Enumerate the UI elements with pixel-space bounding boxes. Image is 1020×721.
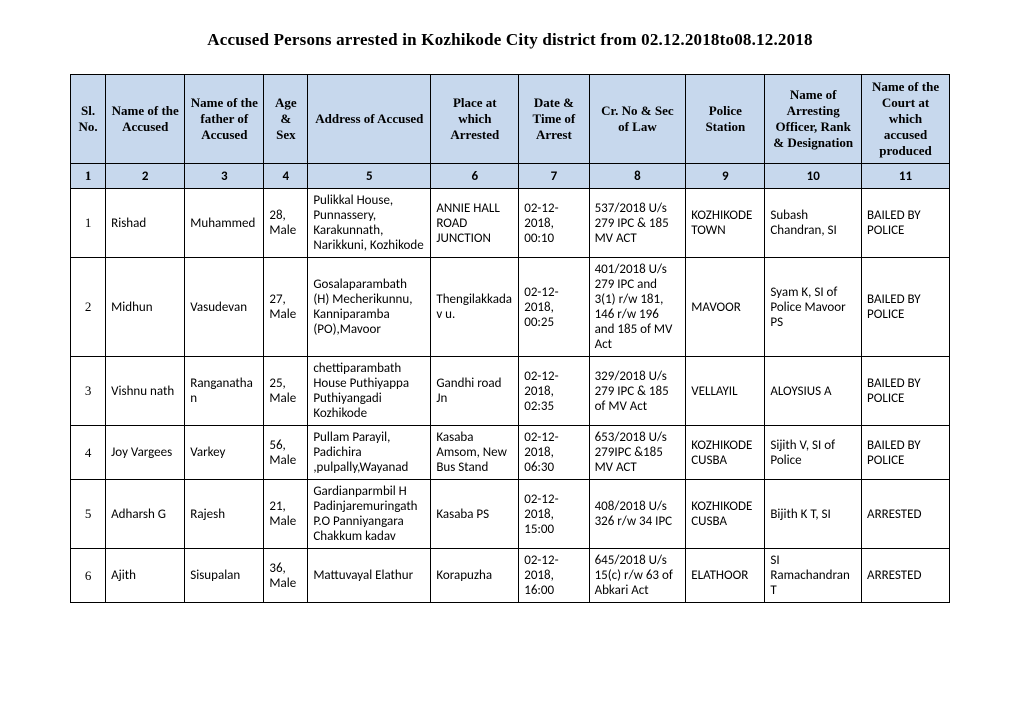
cell-sl: 2	[71, 258, 106, 357]
cell-age: 27, Male	[264, 258, 308, 357]
cell-court: ARRESTED	[862, 480, 950, 549]
numcell: 4	[264, 164, 308, 189]
cell-station: MAVOOR	[686, 258, 765, 357]
cell-station: KOZHIKODE CUSBA	[686, 426, 765, 480]
cell-address: chettiparambath House Puthiyappa Puthiya…	[308, 357, 431, 426]
col-station: Police Station	[686, 75, 765, 164]
cell-datetime: 02-12-2018, 00:10	[519, 189, 589, 258]
cell-address: Pullam Parayil, Padichira ,pulpally,Waya…	[308, 426, 431, 480]
cell-court: BAILED BY POLICE	[862, 189, 950, 258]
cell-datetime: 02-12-2018, 02:35	[519, 357, 589, 426]
cell-crno: 401/2018 U/s 279 IPC and 3(1) r/w 181, 1…	[589, 258, 686, 357]
cell-place: Kasaba PS	[431, 480, 519, 549]
numcell: 9	[686, 164, 765, 189]
cell-age: 25, Male	[264, 357, 308, 426]
cell-datetime: 02-12-2018, 00:25	[519, 258, 589, 357]
number-row: 1 2 3 4 5 6 7 8 9 10 11	[71, 164, 950, 189]
arrests-table: Sl. No. Name of the Accused Name of the …	[70, 74, 950, 603]
cell-name: Adharsh G	[106, 480, 185, 549]
table-row: 4 Joy Vargees Varkey 56, Male Pullam Par…	[71, 426, 950, 480]
numcell: 8	[589, 164, 686, 189]
cell-age: 28, Male	[264, 189, 308, 258]
cell-place: Thengilakkadav u.	[431, 258, 519, 357]
cell-station: ELATHOOR	[686, 549, 765, 603]
cell-officer: Syam K, SI of Police Mavoor PS	[765, 258, 862, 357]
numcell: 1	[71, 164, 106, 189]
cell-address: Mattuvayal Elathur	[308, 549, 431, 603]
cell-place: Korapuzha	[431, 549, 519, 603]
cell-datetime: 02-12-2018, 06:30	[519, 426, 589, 480]
cell-father: Vasudevan	[185, 258, 264, 357]
col-court: Name of the Court at which accused produ…	[862, 75, 950, 164]
table-row: 5 Adharsh G Rajesh 21, Male Gardianparmb…	[71, 480, 950, 549]
col-place: Place at which Arrested	[431, 75, 519, 164]
col-datetime: Date & Time of Arrest	[519, 75, 589, 164]
cell-father: Sisupalan	[185, 549, 264, 603]
cell-court: BAILED BY POLICE	[862, 258, 950, 357]
header-row: Sl. No. Name of the Accused Name of the …	[71, 75, 950, 164]
col-address: Address of Accused	[308, 75, 431, 164]
cell-address: Gardianparmbil H Padinjaremuringath P.O …	[308, 480, 431, 549]
cell-name: Midhun	[106, 258, 185, 357]
cell-officer: SI Ramachandran T	[765, 549, 862, 603]
cell-age: 56, Male	[264, 426, 308, 480]
cell-father: Ranganathan	[185, 357, 264, 426]
cell-place: ANNIE HALL ROAD JUNCTION	[431, 189, 519, 258]
cell-station: KOZHIKODE TOWN	[686, 189, 765, 258]
cell-datetime: 02-12-2018, 15:00	[519, 480, 589, 549]
cell-name: Rishad	[106, 189, 185, 258]
col-sl: Sl. No.	[71, 75, 106, 164]
cell-sl: 6	[71, 549, 106, 603]
cell-sl: 5	[71, 480, 106, 549]
numcell: 7	[519, 164, 589, 189]
numcell: 6	[431, 164, 519, 189]
cell-officer: Bijith K T, SI	[765, 480, 862, 549]
cell-station: VELLAYIL	[686, 357, 765, 426]
col-crno: Cr. No & Sec of Law	[589, 75, 686, 164]
cell-father: Muhammed	[185, 189, 264, 258]
cell-crno: 408/2018 U/s 326 r/w 34 IPC	[589, 480, 686, 549]
numcell: 2	[106, 164, 185, 189]
cell-sl: 3	[71, 357, 106, 426]
table-row: 2 Midhun Vasudevan 27, Male Gosalaparamb…	[71, 258, 950, 357]
cell-place: Kasaba Amsom, New Bus Stand	[431, 426, 519, 480]
cell-place: Gandhi road Jn	[431, 357, 519, 426]
cell-father: Varkey	[185, 426, 264, 480]
cell-sl: 1	[71, 189, 106, 258]
cell-name: Joy Vargees	[106, 426, 185, 480]
cell-name: Vishnu nath	[106, 357, 185, 426]
cell-station: KOZHIKODE CUSBA	[686, 480, 765, 549]
numcell: 11	[862, 164, 950, 189]
col-father: Name of the father of Accused	[185, 75, 264, 164]
cell-court: BAILED BY POLICE	[862, 357, 950, 426]
table-row: 3 Vishnu nath Ranganathan 25, Male chett…	[71, 357, 950, 426]
cell-address: Gosalaparambath (H) Mecherikunnu, Kannip…	[308, 258, 431, 357]
col-name: Name of the Accused	[106, 75, 185, 164]
cell-age: 36, Male	[264, 549, 308, 603]
numcell: 3	[185, 164, 264, 189]
page-title: Accused Persons arrested in Kozhikode Ci…	[70, 30, 950, 50]
col-age: Age & Sex	[264, 75, 308, 164]
cell-officer: Sijith V, SI of Police	[765, 426, 862, 480]
table-row: 6 Ajith Sisupalan 36, Male Mattuvayal El…	[71, 549, 950, 603]
numcell: 10	[765, 164, 862, 189]
cell-crno: 645/2018 U/s 15(c) r/w 63 of Abkari Act	[589, 549, 686, 603]
cell-name: Ajith	[106, 549, 185, 603]
cell-datetime: 02-12-2018, 16:00	[519, 549, 589, 603]
cell-officer: ALOYSIUS A	[765, 357, 862, 426]
cell-officer: Subash Chandran, SI	[765, 189, 862, 258]
cell-crno: 537/2018 U/s 279 IPC & 185 MV ACT	[589, 189, 686, 258]
cell-age: 21, Male	[264, 480, 308, 549]
cell-court: ARRESTED	[862, 549, 950, 603]
cell-crno: 329/2018 U/s 279 IPC & 185 of MV Act	[589, 357, 686, 426]
cell-father: Rajesh	[185, 480, 264, 549]
numcell: 5	[308, 164, 431, 189]
cell-sl: 4	[71, 426, 106, 480]
table-row: 1 Rishad Muhammed 28, Male Pulikkal Hous…	[71, 189, 950, 258]
col-officer: Name of Arresting Officer, Rank & Design…	[765, 75, 862, 164]
cell-address: Pulikkal House, Punnassery, Karakunnath,…	[308, 189, 431, 258]
cell-court: BAILED BY POLICE	[862, 426, 950, 480]
cell-crno: 653/2018 U/s 279IPC &185 MV ACT	[589, 426, 686, 480]
